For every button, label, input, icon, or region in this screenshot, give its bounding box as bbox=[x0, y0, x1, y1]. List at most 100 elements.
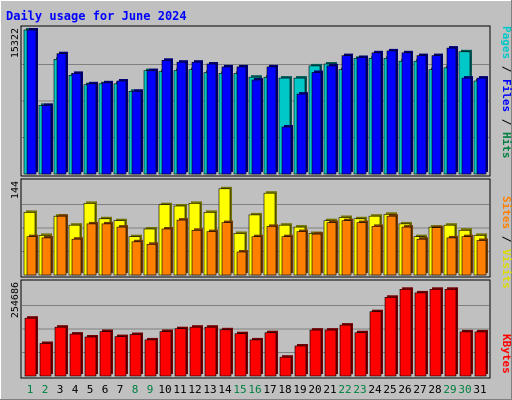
bar-hits-files-day-19 bbox=[296, 92, 308, 175]
x-tick-label-day-10: 10 bbox=[158, 383, 171, 396]
bar-face bbox=[296, 93, 307, 175]
legend-pages: Pages bbox=[500, 26, 512, 59]
bar-kbytes-kbytes-day-1 bbox=[24, 316, 38, 377]
bar-face bbox=[174, 328, 187, 377]
bar-face bbox=[161, 228, 172, 276]
panel-kbytes-ymax-label: 254686 bbox=[10, 282, 21, 318]
bar-face bbox=[56, 215, 67, 276]
bar-hits-files-day-12 bbox=[191, 60, 203, 175]
bar-face bbox=[191, 230, 202, 276]
bar-face bbox=[146, 244, 157, 276]
x-tick-label-day-7: 7 bbox=[117, 383, 124, 396]
bar-face bbox=[191, 61, 202, 175]
bar-hits-files-day-7 bbox=[116, 79, 128, 175]
bar-face bbox=[24, 317, 37, 377]
bar-hits-files-day-31 bbox=[476, 76, 488, 175]
bar-face bbox=[206, 231, 217, 276]
x-tick-label-day-18: 18 bbox=[278, 383, 291, 396]
bar-face bbox=[386, 215, 397, 276]
bar-kbytes-kbytes-day-15 bbox=[234, 331, 248, 377]
bar-sites-sites-day-8 bbox=[131, 239, 143, 276]
bar-hits-files-day-10 bbox=[161, 58, 173, 175]
bar-sites-sites-day-7 bbox=[116, 225, 128, 276]
bar-face bbox=[431, 227, 442, 276]
bar-sites-sites-day-28 bbox=[431, 225, 443, 276]
bar-face bbox=[326, 222, 337, 276]
bar-face bbox=[341, 220, 352, 276]
bar-face bbox=[311, 233, 322, 276]
bar-face bbox=[341, 55, 352, 175]
panel-hits-ymax-label: 15322 bbox=[10, 28, 21, 58]
bar-face bbox=[161, 59, 172, 175]
x-tick-label-day-14: 14 bbox=[218, 383, 232, 396]
bar-face bbox=[431, 55, 442, 175]
bar-face bbox=[386, 50, 397, 175]
bar-hits-files-day-2 bbox=[41, 103, 53, 175]
x-tick-label-day-24: 24 bbox=[368, 383, 382, 396]
bar-hits-files-day-5 bbox=[86, 81, 98, 175]
bar-face bbox=[249, 339, 262, 377]
bar-hits-files-day-21 bbox=[326, 63, 338, 175]
bar-kbytes-kbytes-day-20 bbox=[309, 328, 323, 377]
legend-sites-visits: Sites / Visits bbox=[500, 196, 512, 289]
bar-hits-files-day-27 bbox=[416, 53, 428, 175]
bar-face bbox=[356, 57, 367, 175]
bar-sites-sites-day-6 bbox=[101, 221, 113, 276]
bar-face bbox=[459, 331, 472, 377]
bar-sites-sites-day-14 bbox=[221, 220, 233, 276]
bar-face bbox=[324, 329, 337, 377]
legend-files: Files bbox=[500, 79, 512, 112]
bar-sites-sites-day-9 bbox=[146, 242, 158, 276]
bar-face bbox=[429, 288, 442, 377]
bar-kbytes-kbytes-day-28 bbox=[429, 287, 443, 377]
bar-face bbox=[114, 336, 127, 377]
bar-sites-sites-day-15 bbox=[236, 250, 248, 276]
bar-face bbox=[84, 336, 97, 377]
bar-face bbox=[131, 241, 142, 276]
bar-face bbox=[129, 334, 142, 377]
bar-kbytes-kbytes-day-26 bbox=[399, 287, 413, 377]
bar-hits-files-day-16 bbox=[251, 78, 263, 175]
legend-visits: Visits bbox=[500, 249, 512, 289]
x-tick-label-day-16: 16 bbox=[248, 383, 261, 396]
bar-hits-files-day-23 bbox=[356, 55, 368, 175]
bar-kbytes-kbytes-day-29 bbox=[444, 287, 458, 377]
bar-hits-files-day-9 bbox=[146, 68, 158, 175]
bar-hits-files-day-26 bbox=[401, 50, 413, 175]
bar-kbytes-kbytes-day-2 bbox=[39, 341, 53, 377]
bar-sites-sites-day-26 bbox=[401, 225, 413, 276]
x-tick-label-day-25: 25 bbox=[383, 383, 396, 396]
bar-face bbox=[369, 311, 382, 377]
x-tick-label-day-17: 17 bbox=[263, 383, 276, 396]
x-tick-label-day-21: 21 bbox=[323, 383, 336, 396]
bar-face bbox=[339, 324, 352, 377]
bar-kbytes-kbytes-day-10 bbox=[159, 329, 173, 377]
x-tick-label-day-12: 12 bbox=[188, 383, 201, 396]
bar-face bbox=[41, 105, 52, 175]
bar-face bbox=[189, 326, 202, 377]
bar-face bbox=[116, 80, 127, 175]
bar-face bbox=[236, 66, 247, 175]
bar-kbytes-kbytes-day-5 bbox=[84, 335, 98, 377]
x-tick-label-day-28: 28 bbox=[428, 383, 441, 396]
bar-face bbox=[414, 292, 427, 377]
bar-kbytes-kbytes-day-8 bbox=[129, 332, 143, 377]
bar-face bbox=[294, 345, 307, 377]
bar-sites-sites-day-4 bbox=[71, 237, 83, 276]
bar-sites-sites-day-18 bbox=[281, 234, 293, 276]
x-tick-label-day-4: 4 bbox=[72, 383, 79, 396]
bar-face bbox=[281, 126, 292, 175]
bar-sites-sites-day-23 bbox=[356, 220, 368, 276]
bar-face bbox=[266, 66, 277, 175]
bar-face bbox=[416, 238, 427, 276]
bar-sites-sites-day-3 bbox=[56, 214, 68, 276]
x-tick-label-day-30: 30 bbox=[458, 383, 471, 396]
bar-sites-sites-day-22 bbox=[341, 218, 353, 276]
bar-hits-files-day-28 bbox=[431, 53, 443, 175]
bar-hits-files-day-22 bbox=[341, 53, 353, 175]
legend-kbytes-label: KBytes bbox=[500, 334, 512, 374]
bar-face bbox=[221, 66, 232, 175]
bar-kbytes-kbytes-day-9 bbox=[144, 337, 158, 377]
x-tick-label-day-19: 19 bbox=[293, 383, 306, 396]
bar-sites-sites-day-25 bbox=[386, 214, 398, 276]
